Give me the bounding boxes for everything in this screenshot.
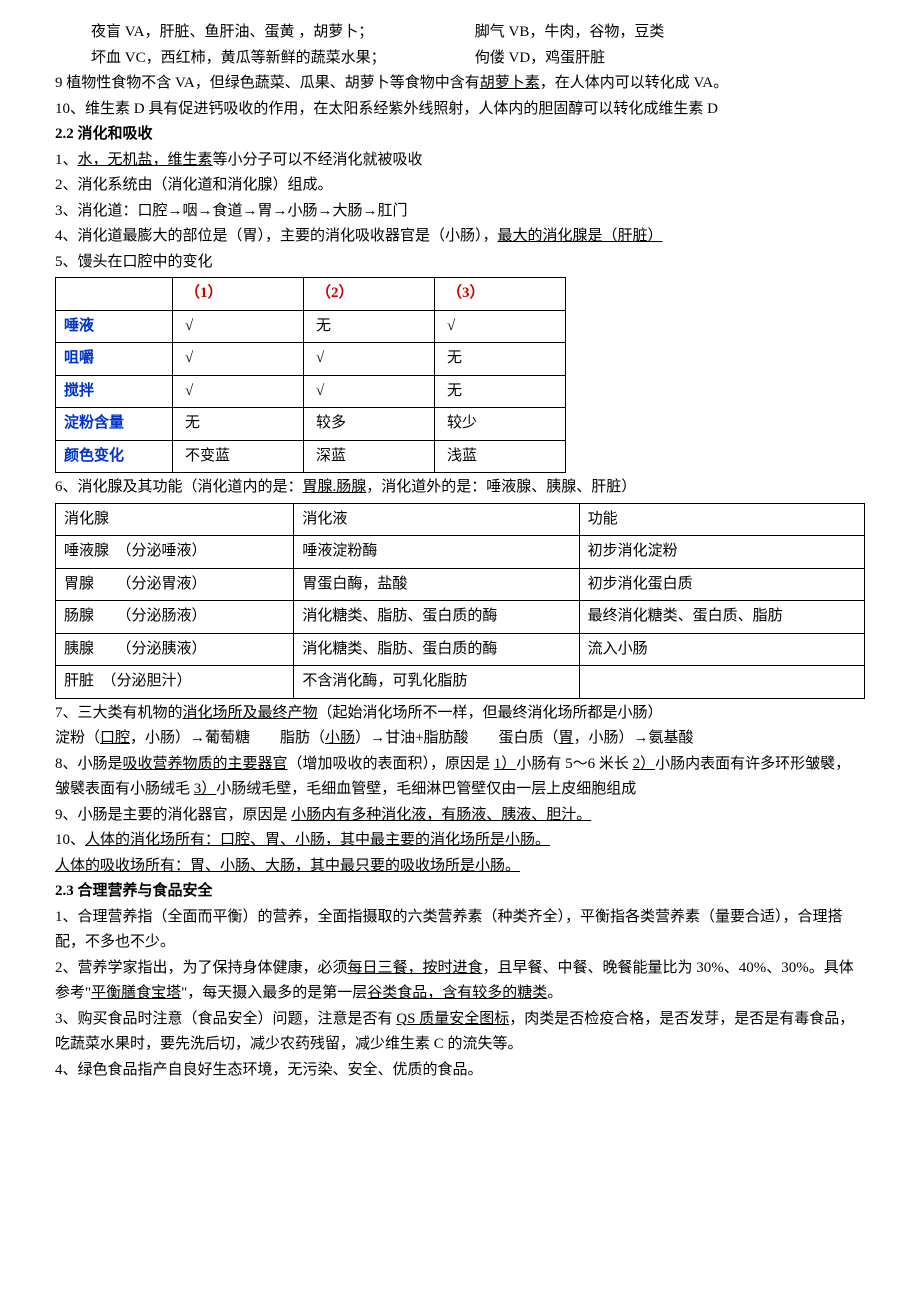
t1-r4c0: 淀粉含量: [56, 408, 173, 441]
s22-p5: 5、馒头在口腔中的变化: [55, 250, 865, 276]
intro-l4: 10、维生素 D 具有促进钙吸收的作用，在太阳系经紫外线照射，人体内的胆固醇可以…: [55, 97, 865, 123]
s22-p1: 1、水，无机盐，维生素等小分子可以不经消化就被吸收: [55, 148, 865, 174]
t1-h2: （2）: [304, 278, 435, 311]
s23-p2: 2、营养学家指出，为了保持身体健康，必须每日三餐，按时进食，且早餐、中餐、晚餐能…: [55, 956, 865, 1007]
s22-p7-line2: 淀粉（口腔，小肠）→葡萄糖 脂肪（小肠）→甘油+脂肪酸 蛋白质（胃，小肠）→氨基…: [55, 726, 865, 752]
s22-p3: 3、消化道：口腔→咽→食道→胃→小肠→大肠→肛门: [55, 199, 865, 225]
s23-p3: 3、购买食品时注意（食品安全）问题，注意是否有 QS 质量安全图标，肉类是否检疫…: [55, 1007, 865, 1058]
table-glands: 消化腺 消化液 功能 唾液腺 （分泌唾液） 唾液淀粉酶 初步消化淀粉 胃腺 （分…: [55, 503, 865, 699]
s23-p1: 1、合理营养指（全面而平衡）的营养，全面指摄取的六类营养素（种类齐全），平衡指各…: [55, 905, 865, 956]
intro-l2b: 佝偻 VD，鸡蛋肝脏: [475, 50, 605, 66]
doc-body: 夜盲 VA，肝脏、鱼肝油、蛋黄 ，胡萝卜； 脚气 VB，牛肉，谷物，豆类 坏血 …: [55, 20, 865, 1083]
table-mantou: （1） （2） （3） 唾液 √ 无 √ 咀嚼 √ √ 无 搅拌 √ √ 无 淀…: [55, 277, 566, 473]
intro-l3: 9 植物性食物不含 VA，但绿色蔬菜、瓜果、胡萝卜等食物中含有胡萝卜素，在人体内…: [55, 71, 865, 97]
s22-p8: 8、小肠是吸收营养物质的主要器官（增加吸收的表面积），原因是 1）小肠有 5～6…: [55, 752, 865, 803]
intro-l1b: 脚气 VB，牛肉，谷物，豆类: [475, 24, 665, 40]
t1-r1c0: 唾液: [56, 310, 173, 343]
t1-r2c0: 咀嚼: [56, 343, 173, 376]
t2-h1: 消化腺: [56, 503, 294, 536]
s22-p10b: 人体的吸收场所有：胃、小肠、大肠，其中最只要的吸收场所是小肠。: [55, 854, 865, 880]
t1-h3: （3）: [435, 278, 566, 311]
intro-l1a: 夜盲 VA，肝脏、鱼肝油、蛋黄 ，胡萝卜；: [91, 20, 471, 46]
t1-r5c0: 颜色变化: [56, 440, 173, 473]
s22-p10a: 10、人体的消化场所有：口腔、胃、小肠，其中最主要的消化场所是小肠。: [55, 828, 865, 854]
s22-p2: 2、消化系统由（消化道和消化腺）组成。: [55, 173, 865, 199]
t2-h2: 消化液: [294, 503, 579, 536]
t2-h3: 功能: [579, 503, 864, 536]
s22-p6: 6、消化腺及其功能（消化道内的是：胃腺.肠腺，消化道外的是：唾液腺、胰腺、肝脏）: [55, 475, 865, 501]
t1-r3c0: 搅拌: [56, 375, 173, 408]
t1-h1: （1）: [173, 278, 304, 311]
intro-l1: 夜盲 VA，肝脏、鱼肝油、蛋黄 ，胡萝卜； 脚气 VB，牛肉，谷物，豆类: [91, 20, 865, 46]
s22-p4: 4、消化道最膨大的部位是（胃），主要的消化吸收器官是（小肠），最大的消化腺是（肝…: [55, 224, 865, 250]
section-2-3-title: 2.3 合理营养与食品安全: [55, 879, 865, 905]
s22-p9: 9、小肠是主要的消化器官，原因是 小肠内有多种消化液，有肠液、胰液、胆汁。: [55, 803, 865, 829]
s23-p4: 4、绿色食品指产自良好生态环境，无污染、安全、优质的食品。: [55, 1058, 865, 1084]
s22-p7: 7、三大类有机物的消化场所及最终产物（起始消化场所不一样，但最终消化场所都是小肠…: [55, 701, 865, 727]
section-2-2-title: 2.2 消化和吸收: [55, 122, 865, 148]
intro-l2: 坏血 VC，西红柿，黄瓜等新鲜的蔬菜水果； 佝偻 VD，鸡蛋肝脏: [91, 46, 865, 72]
intro-l2a: 坏血 VC，西红柿，黄瓜等新鲜的蔬菜水果；: [91, 46, 471, 72]
